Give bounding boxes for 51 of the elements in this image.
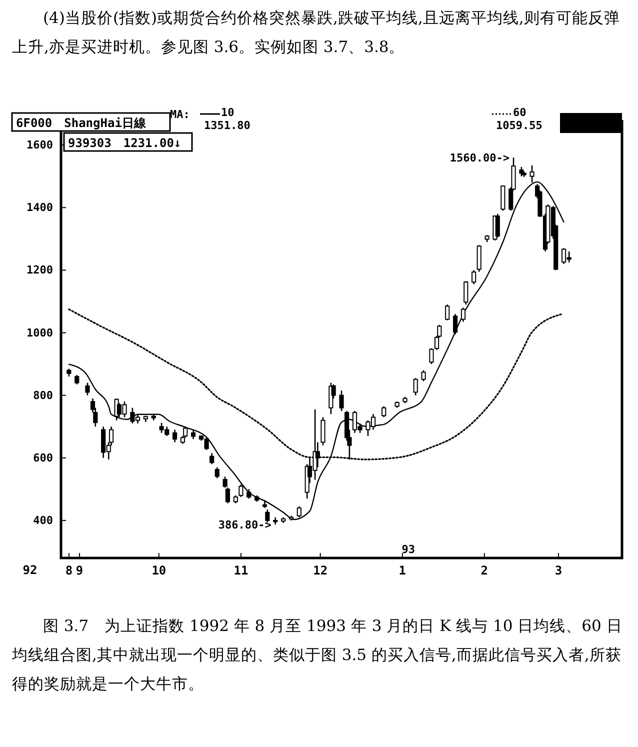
annotation: 93: [402, 543, 415, 556]
candlestick: [320, 416, 326, 446]
x-tick-label: 9: [76, 564, 84, 578]
x-tick-label: 1: [398, 564, 406, 578]
x-tick-label: 10: [152, 564, 166, 578]
x-tick-label: 2: [480, 564, 488, 578]
text: 92: [22, 563, 38, 577]
candlestick: [214, 466, 220, 479]
candlestick: [85, 382, 90, 396]
y-tick-label: 1000: [26, 326, 53, 340]
annotation: 6F000 ShangHai日線: [16, 116, 147, 130]
candlestick: [421, 370, 426, 382]
y-tick-label: 1400: [26, 201, 53, 214]
annotation: 1059.55: [496, 119, 542, 132]
candlestick: [210, 452, 214, 465]
annotation: 1351.80: [204, 119, 250, 132]
candlestick: [452, 313, 458, 335]
x-tick-label: 12: [313, 564, 328, 578]
caption: 图 3.7 为上证指数 1992 年 8 月至 1993 年 3 月的日 K 线与 10 日均线、60 日均线组合图,其中就出现一个明显的、类似于图 3.5 的买入信号,而据此信号买入者,所获得的奖励就是一个大牛市。: [12, 616, 624, 695]
annotation: 386.80->: [218, 518, 272, 532]
annotation: 1560.00->: [450, 152, 510, 165]
candlestick: [191, 429, 196, 440]
candlestick: [429, 348, 434, 365]
candlestick: [495, 213, 500, 238]
candlestick: [445, 304, 450, 321]
candlestick: [246, 488, 252, 500]
candlestick: [413, 377, 418, 396]
legend-label: 10: [221, 106, 234, 119]
candlestick: [296, 506, 302, 518]
candlestick: [500, 185, 506, 212]
candlestick: [74, 374, 80, 386]
candlestick: [460, 307, 466, 322]
legend-title: MA:: [170, 108, 190, 121]
candlestick: [172, 429, 178, 443]
text: (4)当股价(指数)或期货合约价格突然暴跌,跌破平均线,且远离平均线,则有可能反弹上升,亦是买进时机。参见图 3.6。实例如图 3.7、3.8。: [12, 8, 621, 58]
x-tick-label: 8: [65, 564, 73, 578]
y-tick-label: 800: [33, 388, 53, 402]
candlestick: [238, 484, 244, 498]
candlestick: [382, 406, 386, 418]
legend-label: 60: [513, 106, 526, 119]
y-tick-label: 600: [33, 451, 53, 464]
y-tick-label: 1200: [26, 264, 53, 277]
x-tick-label: 11: [234, 564, 248, 578]
x-tick-label: 3: [554, 564, 562, 578]
y-tick-label: 400: [33, 514, 53, 527]
candlestick: [339, 390, 344, 412]
y-tick-label: 1600: [26, 138, 53, 152]
candlestick: [472, 270, 476, 285]
annotation: 939303 1231.00↓: [68, 136, 182, 150]
candlestick: [464, 280, 468, 306]
candlestick: [476, 244, 482, 272]
